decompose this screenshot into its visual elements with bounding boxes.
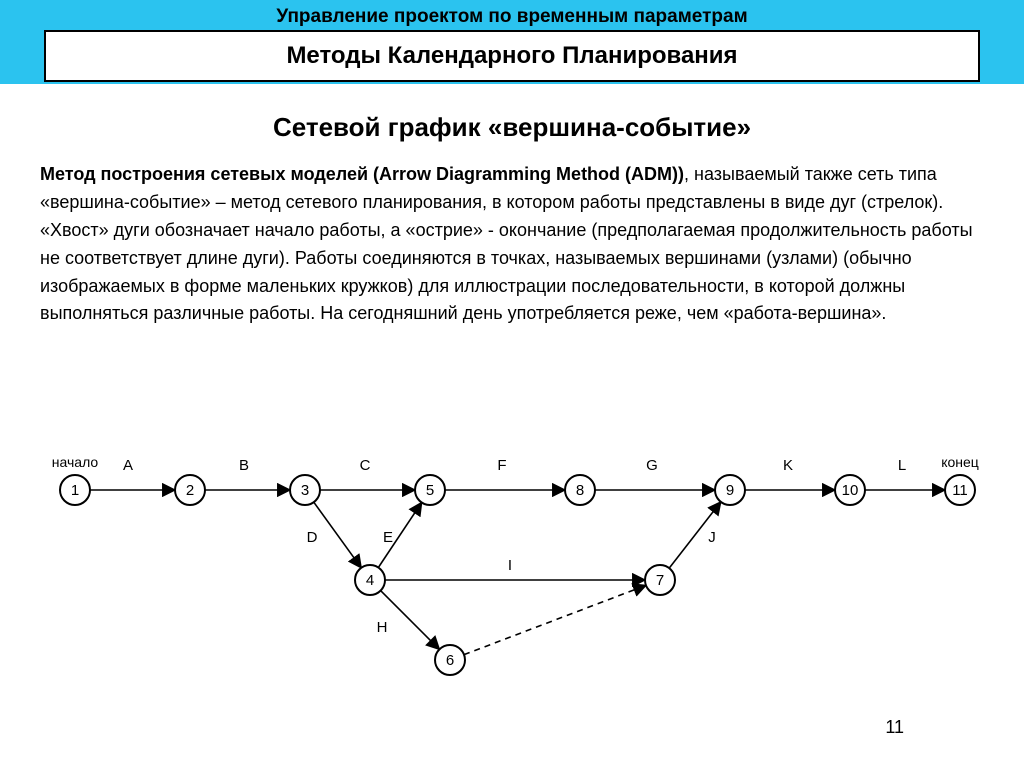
section-title: Сетевой график «вершина-событие» [40,112,984,143]
node-label-7: 7 [656,572,664,589]
edge-4-6 [381,591,440,650]
node-label-4: 4 [366,572,374,589]
edge-label-L: L [898,457,906,474]
edge-label-A: A [123,457,133,474]
node-label-8: 8 [576,482,584,499]
edge-label-C: C [360,457,371,474]
node-label-1: 1 [71,482,79,499]
node-label-6: 6 [446,652,454,669]
node-label-5: 5 [426,482,434,499]
header-banner: Управление проектом по временным парамет… [0,0,1024,84]
edge-label-B: B [239,457,249,474]
edge-label-F: F [497,457,506,474]
banner-title: Управление проектом по временным парамет… [0,6,1024,28]
network-diagram: A B C F G K L D E I J H 1 2 3 5 8 9 10 11 4 7 6 начало конец [0,430,1024,710]
paragraph-lead: Метод построения сетевых моделей (Arrow … [40,164,684,184]
diagram-svg: A B C F G K L D E I J H 1 2 3 5 8 9 10 11 4 7 6 начало конец [0,430,1024,710]
edge-6-7 [464,585,646,654]
subtitle-text: Методы Календарного Планирования [286,42,737,70]
body-paragraph: Метод построения сетевых моделей (Arrow … [40,161,984,328]
edge-label-J: J [708,529,716,546]
subtitle-box: Методы Календарного Планирования [44,30,980,82]
edge-3-4 [314,502,361,568]
edge-label-H: H [377,619,388,636]
edge-label-E: E [383,529,393,546]
node-label-10: 10 [842,482,859,499]
edge-label-K: K [783,457,793,474]
node-label-9: 9 [726,482,734,499]
end-caption: конец [941,454,979,470]
start-caption: начало [52,454,99,470]
edge-label-G: G [646,457,658,474]
edge-label-I: I [508,557,512,574]
node-label-2: 2 [186,482,194,499]
node-label-11: 11 [952,482,968,499]
paragraph-rest: , называемый также сеть типа «вершина-со… [40,164,973,323]
node-label-3: 3 [301,482,309,499]
edge-label-D: D [307,529,318,546]
content-area: Сетевой график «вершина-событие» Метод п… [0,84,1024,328]
page-number: 11 [885,717,904,738]
